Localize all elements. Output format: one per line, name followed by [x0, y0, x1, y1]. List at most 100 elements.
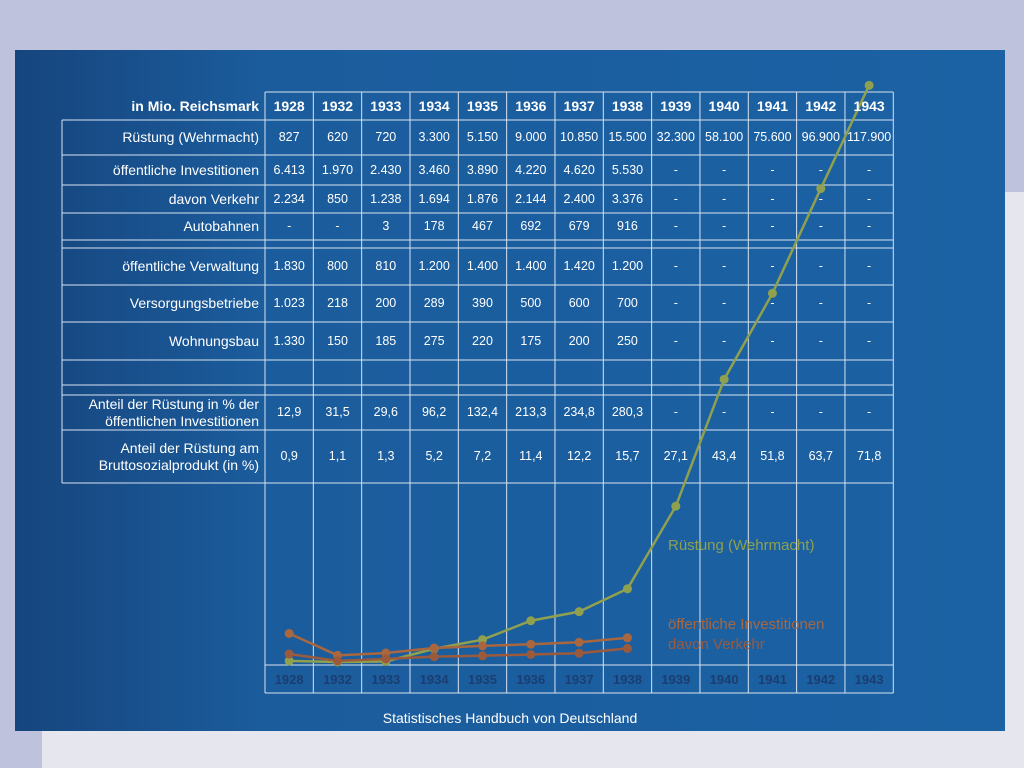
table-cell: - [818, 259, 823, 273]
row-label: Autobahnen [183, 218, 259, 234]
x-tick-label: 1928 [274, 671, 304, 687]
table-cell: 692 [520, 219, 542, 233]
table-cell: 3.376 [611, 191, 644, 206]
table-cell: - [770, 162, 775, 177]
point [622, 584, 632, 594]
legend-label: davon Verkehr [668, 636, 765, 653]
point [477, 641, 487, 651]
header-year: 1939 [660, 97, 692, 114]
table-cell: 10.850 [560, 130, 599, 144]
table-cell: - [770, 405, 775, 419]
table-cell: 2.400 [563, 191, 595, 206]
x-tick-label: 1937 [564, 671, 594, 687]
header-year: 1937 [563, 97, 595, 114]
table-cell: 850 [327, 191, 348, 206]
table-cell: 1.876 [466, 191, 499, 206]
table-cell: - [867, 259, 872, 273]
table-cell: 3.460 [418, 162, 450, 177]
x-tick-label: 1941 [758, 671, 787, 687]
table-cell: 43,4 [711, 449, 737, 463]
table-cell: 1.238 [370, 191, 402, 206]
point [332, 656, 342, 666]
table-cell: 12,9 [276, 405, 302, 419]
header-year: 1942 [805, 97, 837, 114]
table-cell: 96.900 [801, 130, 840, 144]
table-cell: - [287, 219, 292, 233]
table-cell: 11,4 [519, 449, 543, 463]
table-cell: - [867, 219, 872, 233]
table-cell: 1.023 [273, 296, 305, 310]
row-label: Anteil der Rüstung am Bruttosozialproduk… [98, 439, 259, 473]
table-cell: 275 [423, 333, 445, 348]
table-cell: - [867, 405, 872, 419]
table-cell: 96,2 [421, 405, 447, 419]
table-cell: - [722, 162, 727, 177]
table-cell: 3 [382, 219, 390, 233]
table-cell: - [673, 333, 678, 348]
point [381, 654, 391, 664]
point [574, 648, 584, 658]
header-year: 1933 [370, 97, 402, 114]
table-cell: 827 [278, 130, 300, 144]
table-cell: 213,3 [515, 405, 547, 419]
point [429, 652, 439, 662]
legend-label: öffentliche Investitionen [668, 616, 825, 633]
table-cell: 600 [568, 296, 590, 310]
table-cell: - [673, 191, 678, 206]
table-cell: - [722, 191, 727, 206]
x-tick-label: 1932 [323, 671, 352, 687]
table-cell: 7,2 [473, 449, 492, 463]
table-cell: 800 [327, 259, 348, 273]
table-cell: 12,2 [566, 449, 592, 463]
table-cell: 6.413 [273, 162, 305, 177]
table-cell: - [673, 405, 678, 419]
point [429, 643, 439, 653]
table-cell: 51,8 [760, 449, 785, 463]
table-cell: 2.234 [273, 191, 305, 206]
header-year: 1935 [466, 97, 499, 114]
row-label: davon Verkehr [168, 190, 259, 207]
table-cell: - [673, 162, 678, 177]
table-cell: - [673, 296, 678, 310]
point [284, 628, 294, 638]
table-cell: 810 [375, 259, 397, 273]
table-cell: 200 [568, 333, 590, 348]
point [574, 637, 584, 647]
table-cell: 75.600 [753, 130, 792, 144]
table-cell: 31,5 [325, 405, 350, 419]
table-cell: - [867, 333, 872, 348]
x-tick-label: 1943 [854, 671, 884, 687]
table-cell: 150 [327, 333, 348, 348]
x-tick-label: 1942 [806, 671, 836, 687]
table-cell: - [770, 333, 775, 348]
x-tick-label: 1939 [661, 671, 691, 687]
table-cell: - [673, 259, 678, 273]
table-cell: - [673, 219, 678, 233]
table-cell: 5.150 [466, 130, 499, 144]
panel [15, 50, 1005, 731]
table-cell: 250 [617, 333, 638, 348]
table-cell: 2.430 [370, 162, 402, 177]
table-cell: 234,8 [563, 405, 595, 419]
point [574, 607, 584, 617]
x-tick-label: 1935 [468, 671, 497, 687]
table-cell: 32.300 [656, 130, 695, 144]
series-line [288, 647, 628, 663]
source: Statistisches Handbuch von Deutschland [382, 709, 638, 726]
x-tick-label: 1938 [613, 671, 642, 687]
table-cell: 27,1 [663, 449, 688, 463]
table-cell: 4.220 [515, 162, 547, 177]
header-year: 1941 [756, 97, 789, 114]
table-cell: - [770, 296, 775, 310]
table-cell: - [867, 296, 872, 310]
table-cell: 0,9 [280, 449, 298, 463]
point [864, 80, 874, 90]
table-cell: 1,1 [328, 449, 347, 463]
header-year: 1932 [321, 97, 354, 114]
table-cell: - [722, 333, 727, 348]
table-cell: - [818, 219, 823, 233]
point [526, 639, 536, 649]
table-cell: - [770, 219, 775, 233]
x-tick-label: 1933 [371, 671, 401, 687]
